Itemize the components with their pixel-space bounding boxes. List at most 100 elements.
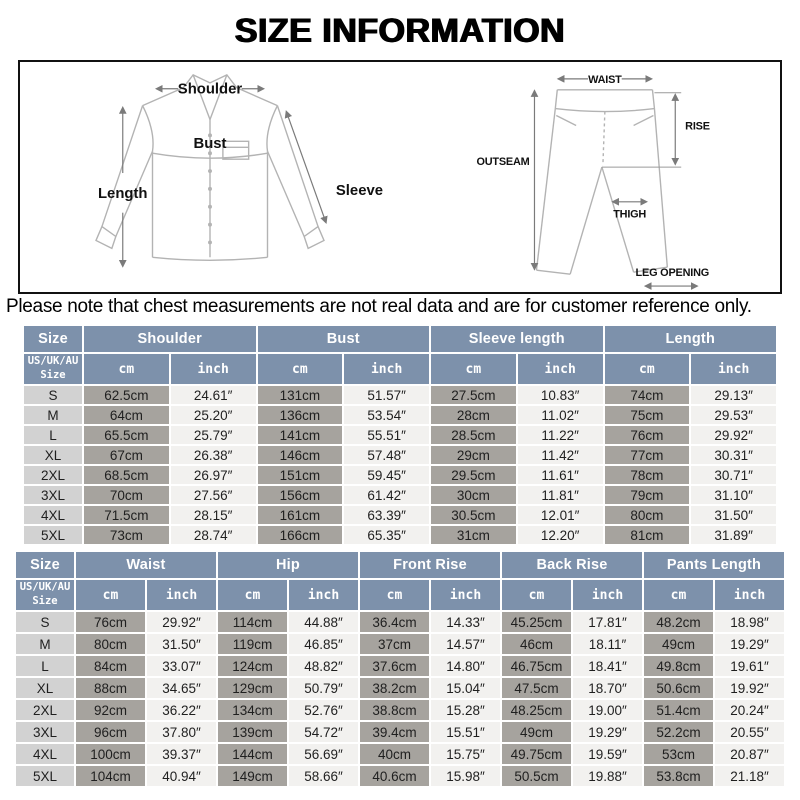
inch-value-cell: 15.51″: [431, 722, 500, 742]
cm-unit-header: cm: [502, 580, 571, 610]
cm-value-cell: 129cm: [218, 678, 287, 698]
inch-value-cell: 20.87″: [715, 744, 784, 764]
inch-value-cell: 31.89″: [691, 526, 776, 544]
pants-size-table: Size Waist Hip Front Rise Back Rise Pants Len…: [14, 550, 786, 788]
inch-value-cell: 20.55″: [715, 722, 784, 742]
inch-value-cell: 63.39″: [344, 506, 429, 524]
cm-value-cell: 29.5cm: [431, 466, 516, 484]
inch-value-cell: 19.92″: [715, 678, 784, 698]
size-cell: XL: [16, 678, 74, 698]
cm-value-cell: 114cm: [218, 612, 287, 632]
table-row: XL 88cm 34.65″ 129cm 50.79″ 38.2cm 15.04″ 47.5c…: [16, 678, 784, 698]
inch-value-cell: 29.92″: [147, 612, 216, 632]
bust-label: Bust: [193, 136, 226, 152]
inch-value-cell: 11.81″: [517, 486, 603, 504]
size-cell: S: [24, 386, 82, 404]
size-cell: 2XL: [24, 466, 82, 484]
cm-value-cell: 78cm: [604, 466, 690, 484]
column-group-header: Pants Length: [644, 552, 784, 578]
inch-value-cell: 29.13″: [691, 386, 776, 404]
cm-value-cell: 49cm: [644, 634, 713, 654]
inch-unit-header: inch: [517, 354, 603, 384]
inch-value-cell: 40.94″: [147, 766, 216, 786]
table-row: L 84cm 33.07″ 124cm 48.82″ 37.6cm 14.80″ 46.75c…: [16, 656, 784, 676]
cm-value-cell: 131cm: [257, 386, 343, 404]
cm-value-cell: 79cm: [604, 486, 690, 504]
inch-unit-header: inch: [573, 580, 642, 610]
cm-value-cell: 46cm: [502, 634, 571, 654]
inch-value-cell: 11.02″: [517, 406, 603, 424]
cm-value-cell: 134cm: [218, 700, 287, 720]
size-cell: 5XL: [24, 526, 82, 544]
cm-value-cell: 166cm: [257, 526, 343, 544]
inch-value-cell: 17.81″: [573, 612, 642, 632]
inch-value-cell: 34.65″: [147, 678, 216, 698]
size-cell: L: [16, 656, 74, 676]
inch-value-cell: 15.04″: [431, 678, 500, 698]
inch-value-cell: 29.92″: [691, 426, 776, 444]
cm-value-cell: 64cm: [84, 406, 169, 424]
inch-value-cell: 18.11″: [573, 634, 642, 654]
column-group-header: Bust: [257, 326, 429, 352]
inch-value-cell: 44.88″: [289, 612, 358, 632]
cm-value-cell: 47.5cm: [502, 678, 571, 698]
cm-value-cell: 29cm: [431, 446, 516, 464]
inch-value-cell: 39.37″: [147, 744, 216, 764]
inch-value-cell: 61.42″: [344, 486, 429, 504]
cm-value-cell: 45.25cm: [502, 612, 571, 632]
size-cell: XL: [24, 446, 82, 464]
inch-value-cell: 18.98″: [715, 612, 784, 632]
column-group-header: Size: [24, 326, 82, 352]
inch-value-cell: 37.80″: [147, 722, 216, 742]
rise-label: RISE: [685, 120, 710, 132]
cm-value-cell: 28cm: [431, 406, 516, 424]
waist-label: WAIST: [588, 74, 622, 86]
column-group-header: Back Rise: [502, 552, 642, 578]
table-row: 3XL 70cm 27.56″ 156cm 61.42″ 30cm 11.81″ 79cm 31…: [24, 486, 776, 504]
inch-value-cell: 19.29″: [573, 722, 642, 742]
inch-value-cell: 54.72″: [289, 722, 358, 742]
size-cell: 4XL: [16, 744, 74, 764]
pants-sketch-icon: WAIST RISE OUTSEAM THIGH LEG OPENING: [476, 74, 710, 290]
inch-value-cell: 12.01″: [517, 506, 603, 524]
size-cell: 3XL: [16, 722, 74, 742]
cm-value-cell: 67cm: [84, 446, 169, 464]
inch-value-cell: 14.33″: [431, 612, 500, 632]
inch-value-cell: 59.45″: [344, 466, 429, 484]
cm-value-cell: 49.75cm: [502, 744, 571, 764]
inch-value-cell: 55.51″: [344, 426, 429, 444]
cm-value-cell: 119cm: [218, 634, 287, 654]
cm-unit-header: cm: [76, 580, 145, 610]
pants-diagram: WAIST RISE OUTSEAM THIGH LEG OPENING: [400, 62, 780, 292]
inch-unit-header: inch: [431, 580, 500, 610]
inch-value-cell: 30.31″: [691, 446, 776, 464]
table-row: 4XL 100cm 39.37″ 144cm 56.69″ 40cm 15.75″ 49.75…: [16, 744, 784, 764]
cm-value-cell: 76cm: [76, 612, 145, 632]
inch-value-cell: 29.53″: [691, 406, 776, 424]
inch-value-cell: 19.88″: [573, 766, 642, 786]
cm-value-cell: 136cm: [257, 406, 343, 424]
inch-value-cell: 18.70″: [573, 678, 642, 698]
inch-unit-header: inch: [344, 354, 429, 384]
inch-value-cell: 25.79″: [170, 426, 256, 444]
cm-value-cell: 50.5cm: [502, 766, 571, 786]
inch-value-cell: 19.59″: [573, 744, 642, 764]
shirt-sketch-icon: Shoulder Length Bust Sleeve: [95, 74, 383, 268]
table-row: 3XL 96cm 37.80″ 139cm 54.72″ 39.4cm 15.51″ 49cm…: [16, 722, 784, 742]
cm-value-cell: 70cm: [84, 486, 169, 504]
inch-value-cell: 28.15″: [170, 506, 256, 524]
cm-value-cell: 77cm: [604, 446, 690, 464]
inch-value-cell: 51.57″: [344, 386, 429, 404]
cm-value-cell: 92cm: [76, 700, 145, 720]
cm-value-cell: 40cm: [360, 744, 429, 764]
cm-value-cell: 146cm: [257, 446, 343, 464]
inch-value-cell: 52.76″: [289, 700, 358, 720]
size-cell: 3XL: [24, 486, 82, 504]
table-row: S 62.5cm 24.61″ 131cm 51.57″ 27.5cm 10.83″ 74cm…: [24, 386, 776, 404]
inch-value-cell: 50.79″: [289, 678, 358, 698]
shirt-diagram: Shoulder Length Bust Sleeve: [20, 62, 400, 292]
inch-value-cell: 19.00″: [573, 700, 642, 720]
cm-value-cell: 30.5cm: [431, 506, 516, 524]
cm-value-cell: 100cm: [76, 744, 145, 764]
inch-value-cell: 15.98″: [431, 766, 500, 786]
